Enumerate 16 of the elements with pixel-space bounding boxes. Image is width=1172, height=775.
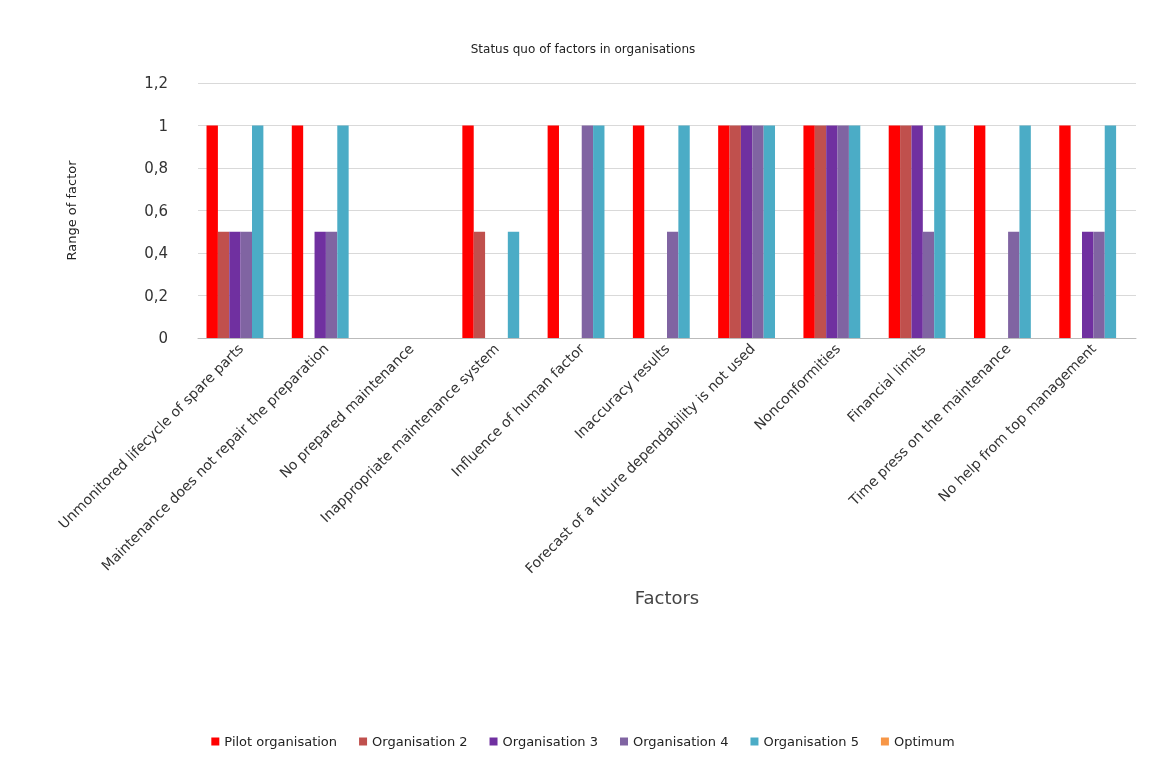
y-tick-label: 0,2 [144, 286, 168, 305]
legend-label: Organisation 3 [502, 734, 598, 749]
y-tick-label: 0,4 [144, 244, 168, 262]
y-tick-label: 1,2 [144, 74, 168, 92]
x-axis-title: Factors [634, 586, 700, 608]
legend-label: Optimum [893, 734, 955, 749]
y-tick-label: 0 [158, 329, 168, 347]
y-tick-label: 0,8 [144, 159, 168, 177]
legend-label: Organisation 5 [763, 734, 859, 749]
legend-label: Pilot organisation [224, 734, 338, 749]
y-tick-label: 1 [158, 116, 168, 135]
chart-title: Status quo of factors in organisations [470, 42, 696, 56]
legend-label: Organisation 2 [372, 734, 468, 749]
y-axis-title: Range of factor [64, 159, 79, 261]
legend-label: Organisation 4 [632, 734, 729, 749]
y-tick-label: 0,6 [144, 201, 168, 220]
